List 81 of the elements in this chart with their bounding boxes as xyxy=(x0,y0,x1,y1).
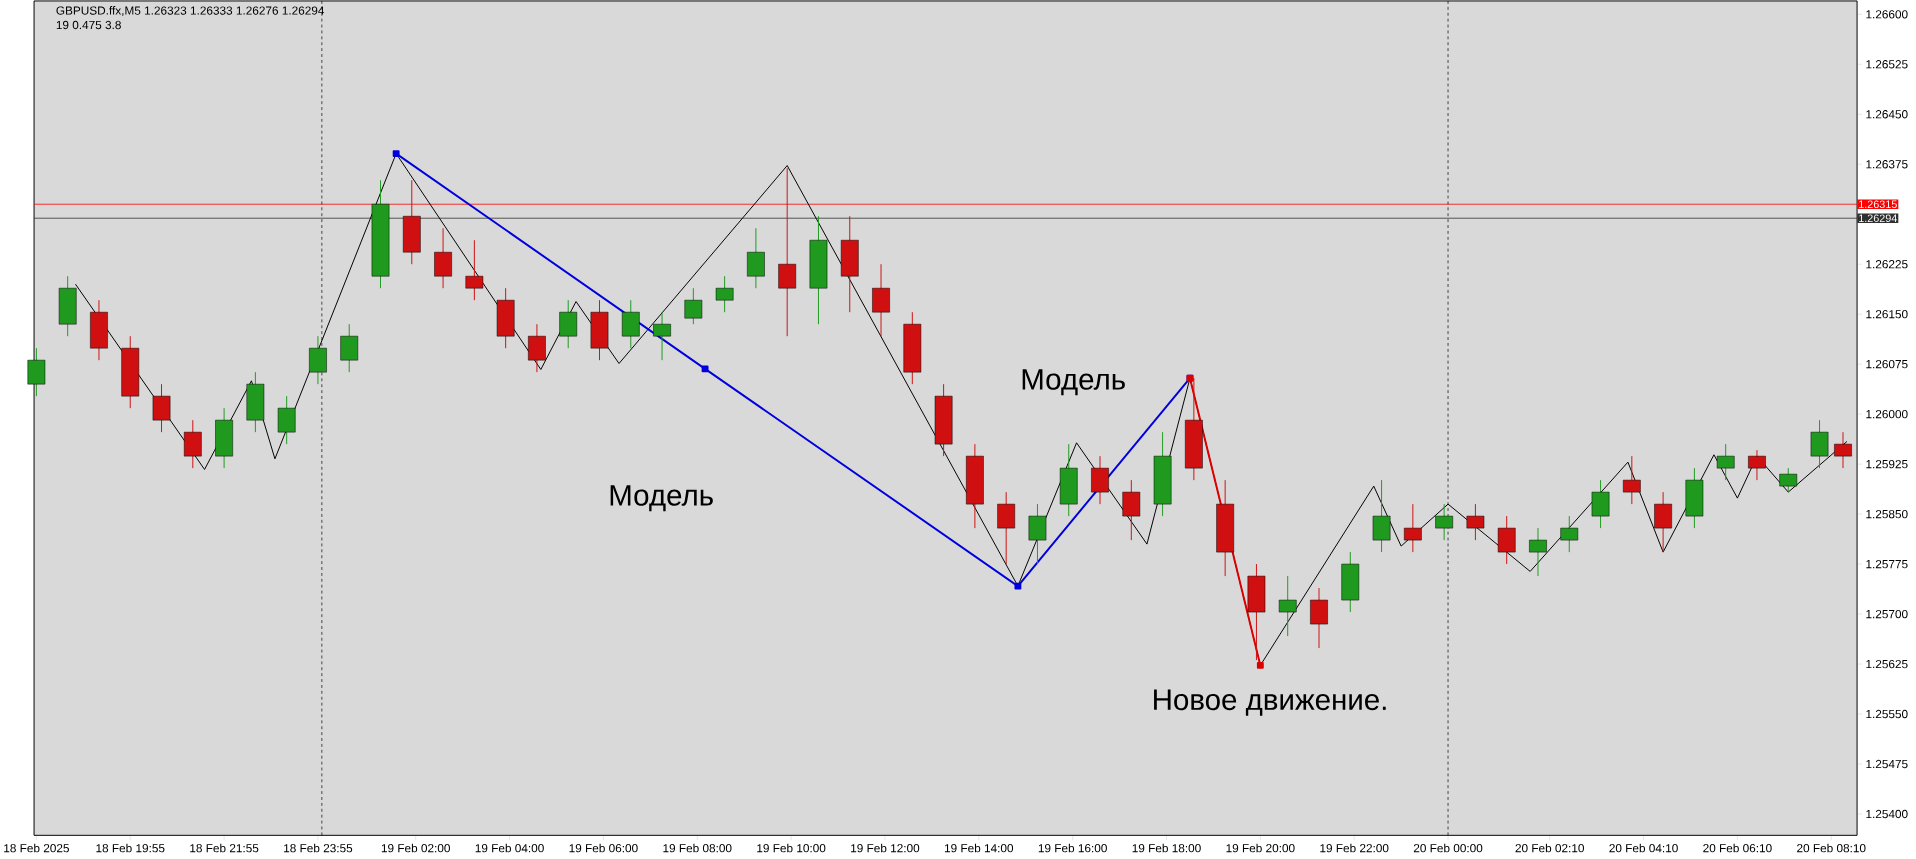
candlestick xyxy=(528,323,546,373)
x-tick-label: 18 Feb 21:55 xyxy=(190,843,259,853)
x-tick-label: 18 Feb 2025 xyxy=(4,843,69,853)
x-tick-label: 19 Feb 06:00 xyxy=(569,843,638,853)
y-tick-label: 1.26525 xyxy=(1866,60,1908,69)
candlestick xyxy=(1028,503,1047,565)
x-tick-label: 19 Feb 18:00 xyxy=(1132,843,1201,853)
point xyxy=(392,150,400,158)
x-tick-label: 19 Feb 02:00 xyxy=(381,843,450,853)
candlestick xyxy=(872,263,890,337)
candlestick xyxy=(277,395,296,445)
point xyxy=(1256,661,1264,669)
candlestick xyxy=(778,167,797,337)
annotation: Новое движение. xyxy=(1154,689,1386,716)
text: 19 0.475 3.8 xyxy=(56,20,121,30)
x-tick-label: 19 Feb 16:00 xyxy=(1038,843,1107,853)
candlestick xyxy=(1810,419,1829,469)
y-tick-label: 1.26375 xyxy=(1866,160,1908,169)
x-tick-label: 19 Feb 20:00 xyxy=(1226,843,1295,853)
x-tick-label: 18 Feb 19:55 xyxy=(96,843,165,853)
y-tick-label: 1.25625 xyxy=(1866,659,1908,669)
candlestick xyxy=(997,491,1016,565)
candlestick xyxy=(1529,527,1547,577)
candlestick xyxy=(1591,479,1610,529)
candlestick xyxy=(1779,467,1798,493)
annotation: Модель xyxy=(610,485,713,512)
y-tick-label: 1.25400 xyxy=(1866,809,1908,819)
candlestick xyxy=(1404,503,1422,553)
candlestick xyxy=(1372,479,1391,553)
y-tick-label: 1.25700 xyxy=(1866,609,1908,619)
candlestick xyxy=(1716,443,1735,481)
candlestick xyxy=(1122,479,1141,541)
candlestick xyxy=(653,311,671,361)
candlestick xyxy=(1560,515,1579,553)
candlestick xyxy=(434,227,452,289)
x-tick-label: 20 Feb 02:10 xyxy=(1515,843,1584,853)
y-tick-label: 1.25925 xyxy=(1866,460,1908,469)
x-tick-label: 18 Feb 23:55 xyxy=(284,843,353,853)
candlestick xyxy=(1278,575,1297,637)
candlestick xyxy=(1091,455,1109,505)
x-tick-label: 19 Feb 12:00 xyxy=(851,843,920,853)
x-tick-label: 19 Feb 22:00 xyxy=(1320,843,1389,853)
candlestick xyxy=(340,323,359,373)
y-tick-label: 1.25775 xyxy=(1866,559,1908,569)
y-tick-label: 1.26225 xyxy=(1866,260,1908,269)
y-tick-label: 1.26150 xyxy=(1866,310,1908,319)
ref-line-label: 1.26294 xyxy=(1859,214,1897,223)
candlestick xyxy=(559,299,578,349)
x-tick-label: 19 Feb 10:00 xyxy=(757,843,826,853)
candlestick xyxy=(1497,515,1516,565)
y-tick-label: 1.25475 xyxy=(1866,759,1908,769)
candlestick xyxy=(1748,449,1766,481)
candlestick xyxy=(1622,455,1641,505)
candlestick xyxy=(747,227,765,289)
y-tick-label: 1.26600 xyxy=(1866,10,1908,19)
y-tick-label: 1.25550 xyxy=(1866,709,1908,719)
point xyxy=(1014,582,1022,590)
candlestick xyxy=(1466,503,1485,541)
ref-line-label: 1.26315 xyxy=(1859,200,1897,209)
y-tick-label: 1.25850 xyxy=(1866,509,1908,519)
x-tick-label: 20 Feb 00:00 xyxy=(1413,843,1483,853)
candlestick xyxy=(152,383,171,433)
candlestick xyxy=(684,287,703,325)
x-tick-label: 19 Feb 08:00 xyxy=(663,843,732,853)
candlestick xyxy=(621,299,640,349)
x-tick-label: 20 Feb 08:10 xyxy=(1797,843,1866,853)
y-tick-label: 1.26000 xyxy=(1866,410,1908,419)
x-tick-label: 20 Feb 06:10 xyxy=(1703,843,1772,853)
x-tick-label: 19 Feb 04:00 xyxy=(475,843,544,853)
annotation: Модель xyxy=(1022,369,1125,396)
y-tick-label: 1.26075 xyxy=(1866,360,1908,369)
chart-title: GBPUSD.ffx,M5 1.26323 1.26333 1.26276 1.26294 xyxy=(56,6,325,17)
candlestick xyxy=(1310,587,1328,649)
candlestick xyxy=(1654,491,1672,553)
candlestick xyxy=(465,239,484,301)
x-tick-label: 19 Feb 14:00 xyxy=(944,843,1014,853)
x-tick-label: 20 Feb 04:10 xyxy=(1609,843,1678,853)
point xyxy=(701,365,709,373)
candlestick xyxy=(715,275,734,313)
y-tick-label: 1.26450 xyxy=(1866,110,1908,119)
candlestick xyxy=(183,419,202,469)
